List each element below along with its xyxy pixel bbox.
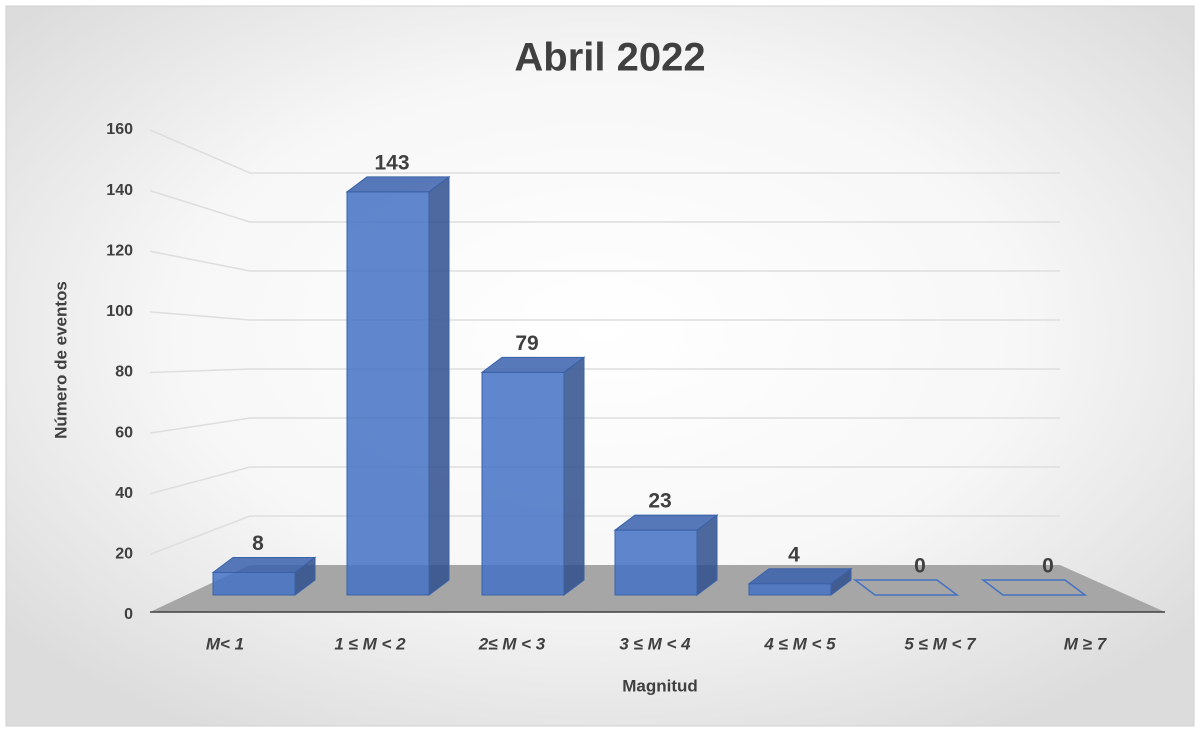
chart-title: Abril 2022 bbox=[514, 36, 705, 80]
x-tick-label: 1 ≤ M < 2 bbox=[334, 634, 406, 653]
bar-face bbox=[563, 356, 585, 596]
data-label: 0 bbox=[1042, 555, 1054, 578]
y-axis-title: Número de eventos bbox=[51, 281, 70, 439]
data-label: 4 bbox=[788, 543, 800, 566]
data-label: 143 bbox=[374, 151, 409, 174]
bar bbox=[980, 579, 1088, 596]
data-label: 8 bbox=[252, 532, 264, 555]
grid-line bbox=[149, 515, 1060, 556]
y-tick-label: 0 bbox=[124, 606, 133, 623]
grid-line bbox=[149, 311, 1060, 321]
bar-face bbox=[346, 191, 430, 596]
x-tick-label: M< 1 bbox=[206, 634, 244, 653]
y-tick-label: 60 bbox=[115, 424, 133, 441]
bar-face bbox=[481, 371, 565, 596]
x-tick-label: 3 ≤ M < 4 bbox=[619, 634, 691, 653]
bar bbox=[480, 356, 586, 596]
bar-face bbox=[212, 571, 296, 596]
x-tick-label: 4 ≤ M < 5 bbox=[763, 634, 836, 653]
bar bbox=[613, 514, 719, 596]
grid-line bbox=[149, 417, 1060, 434]
bar bbox=[211, 556, 317, 596]
y-tick-label: 20 bbox=[115, 546, 133, 563]
bar bbox=[345, 175, 451, 596]
x-tick-label: 2≤ M < 3 bbox=[478, 634, 546, 653]
grid-line bbox=[149, 189, 1060, 223]
bar bbox=[747, 567, 853, 596]
x-tick-label: 5 ≤ M < 7 bbox=[904, 634, 977, 653]
data-label: 23 bbox=[648, 490, 671, 513]
y-tick-label: 140 bbox=[106, 182, 133, 199]
y-tick-label: 80 bbox=[115, 364, 133, 381]
grid-line bbox=[149, 368, 1060, 374]
y-tick-label: 100 bbox=[106, 303, 133, 320]
chart-background bbox=[5, 5, 1195, 727]
data-label: 79 bbox=[515, 332, 538, 355]
y-tick-label: 160 bbox=[106, 121, 133, 138]
grid-line bbox=[149, 250, 1060, 272]
data-label: 0 bbox=[914, 555, 926, 578]
x-tick-label: M ≥ 7 bbox=[1064, 634, 1108, 653]
bar bbox=[852, 579, 960, 596]
y-tick-label: 120 bbox=[106, 242, 133, 259]
bar-face bbox=[748, 583, 832, 596]
bar-face bbox=[428, 175, 450, 596]
x-axis-title: Magnitud bbox=[622, 676, 698, 695]
grid-line bbox=[149, 466, 1060, 495]
grid-line bbox=[149, 129, 1060, 174]
bar-face bbox=[614, 529, 698, 596]
y-tick-label: 40 bbox=[115, 485, 133, 502]
